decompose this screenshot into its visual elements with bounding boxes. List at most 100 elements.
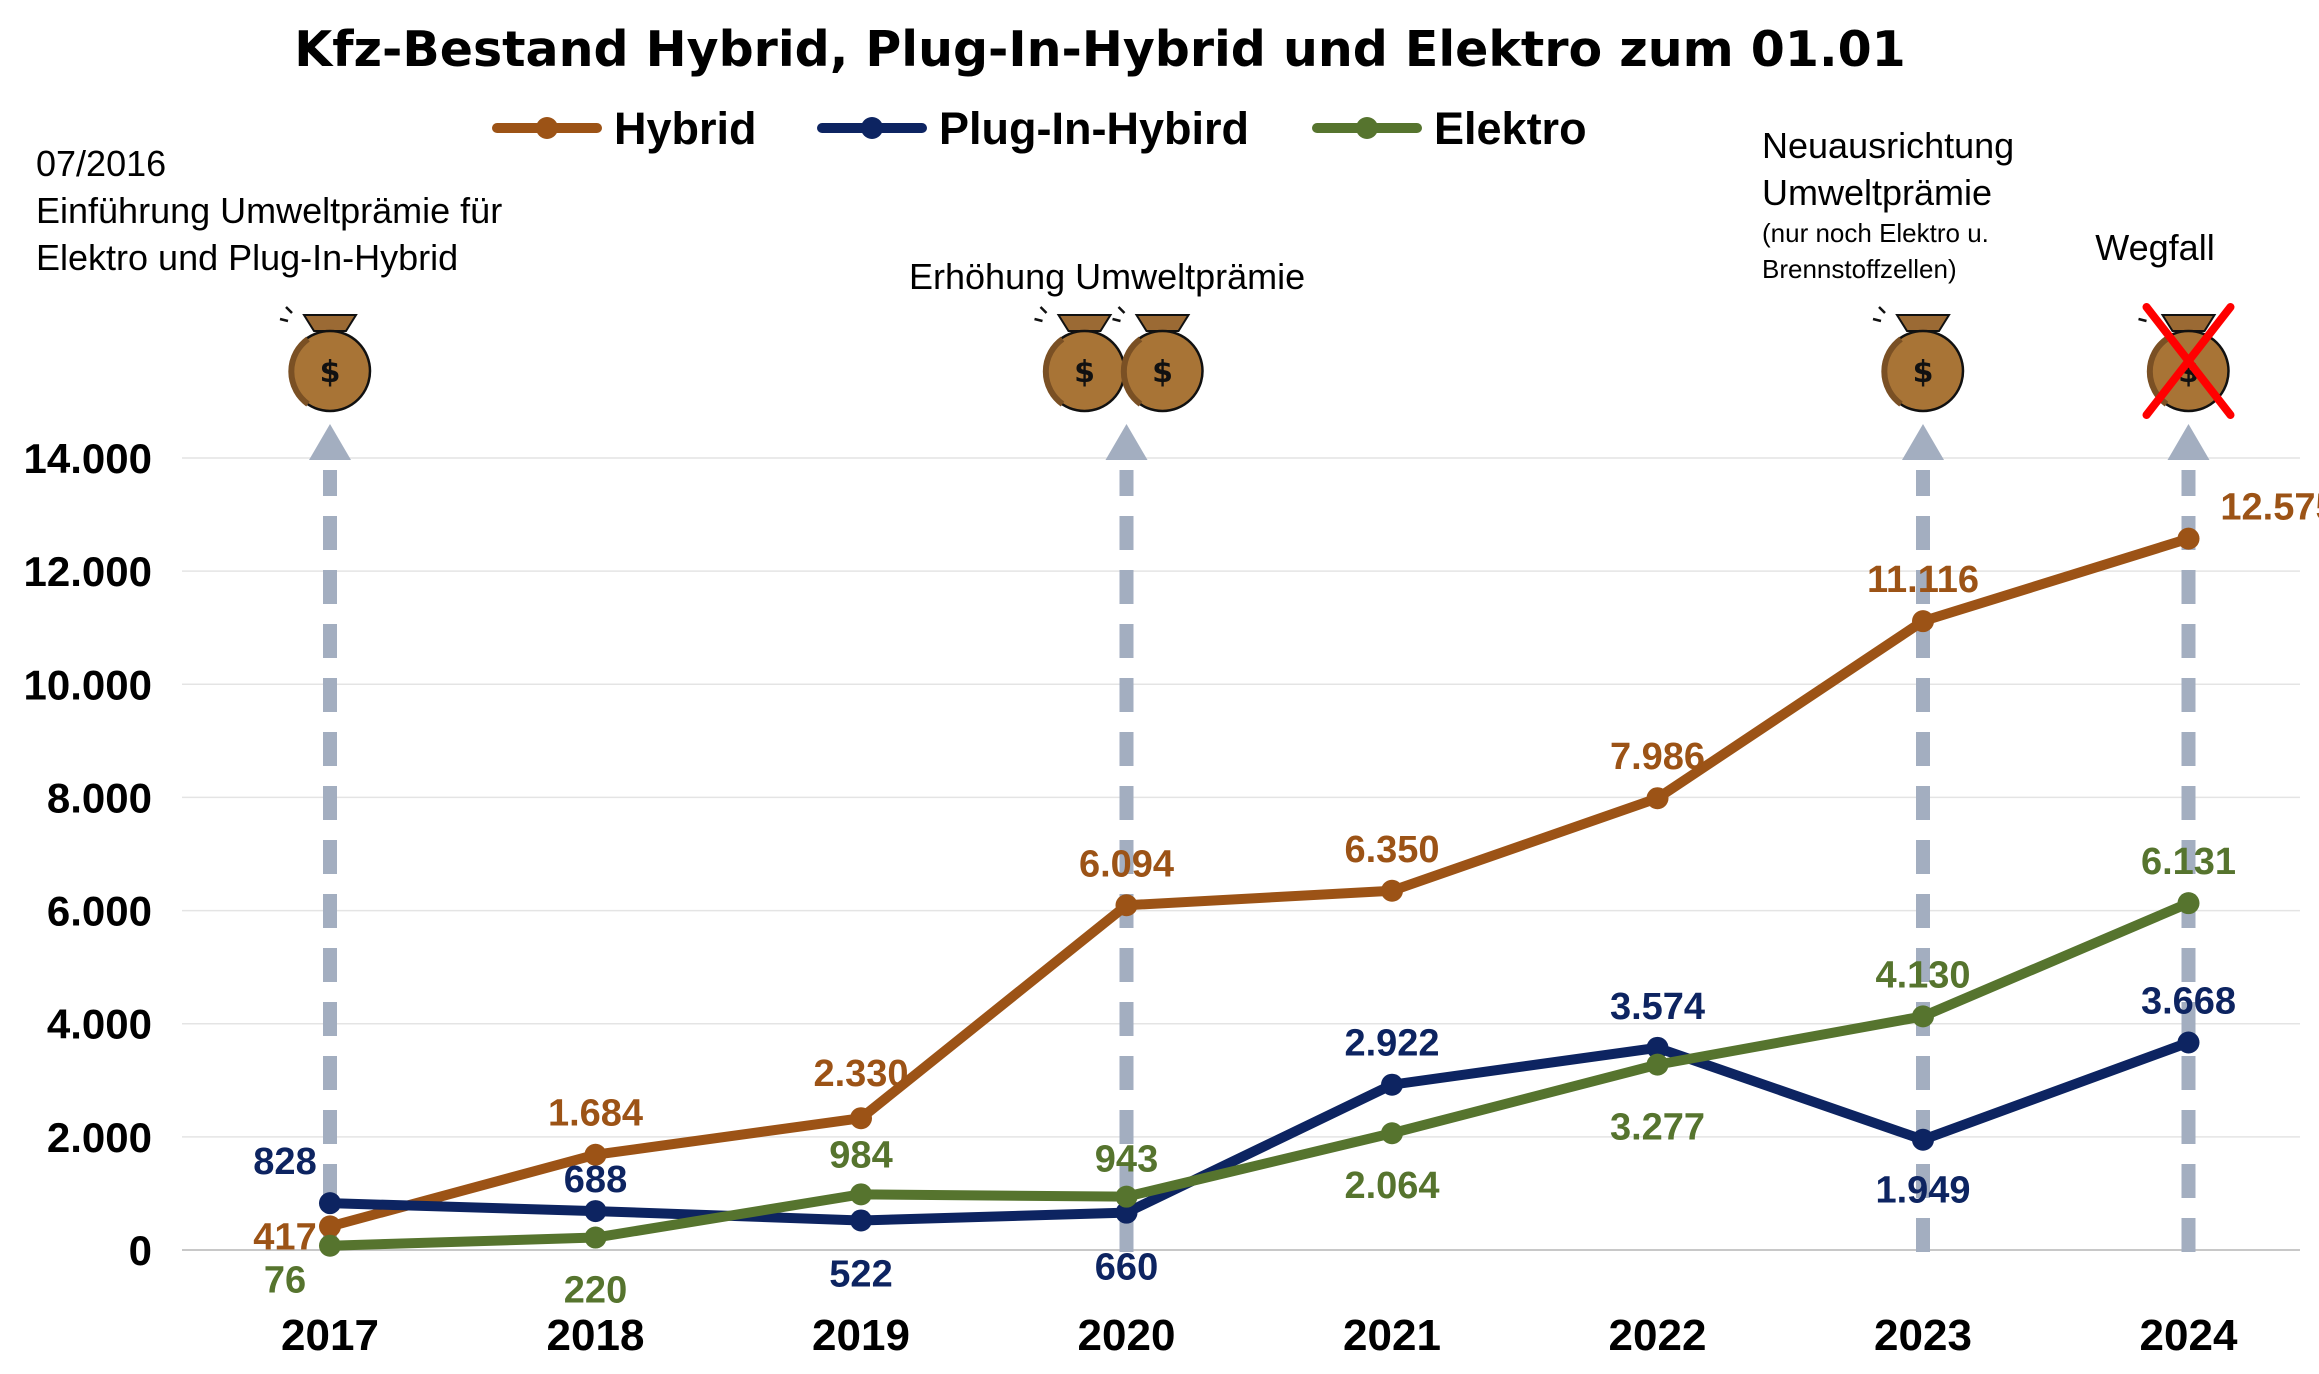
data-point — [850, 1183, 872, 1206]
data-labels: 417 1.684 2.330 6.094 6.350 7.986 11.116 12.575… — [253, 487, 2319, 1312]
legend-item: Elektro — [1312, 103, 1587, 154]
legend-marker — [1356, 117, 1378, 139]
bag-neck — [302, 314, 358, 332]
data-label: 688 — [564, 1159, 627, 1201]
legend-label: Plug-In-Hybird — [939, 103, 1249, 154]
red-x-icon — [2142, 303, 2235, 419]
data-point — [1912, 610, 1934, 633]
x-tick-label: 2021 — [1343, 1311, 1441, 1360]
data-point — [1381, 1122, 1403, 1145]
y-tick-label: 10.000 — [24, 661, 152, 708]
data-label: 3.668 — [2141, 980, 2236, 1022]
series-line-plug-in-hybird — [325, 1037, 2194, 1226]
data-point — [850, 1107, 872, 1130]
bag-shade — [1881, 336, 1903, 407]
dollar-sign: $ — [1152, 355, 1173, 390]
bag-sparkle — [1112, 306, 1126, 323]
annotation-text: Wegfall — [2095, 227, 2214, 268]
data-label: 4.130 — [1875, 954, 1970, 996]
data-label: 12.575 — [2220, 487, 2319, 529]
data-point — [319, 1215, 341, 1238]
data-label: 7.986 — [1610, 736, 1705, 778]
bag-shade — [1120, 336, 1143, 407]
data-point — [319, 1234, 341, 1257]
data-point — [1381, 1073, 1403, 1096]
data-label: 2.064 — [1344, 1165, 1439, 1207]
legend: Hybrid Plug-In-Hybird Elektro — [492, 103, 1587, 154]
data-label: 943 — [1095, 1139, 1158, 1181]
bag-sparkle — [1872, 306, 1886, 323]
annotations: 07/2016 Einführung Umweltprämie für Elektr… — [36, 125, 2235, 419]
annotation-arrow — [309, 424, 351, 1252]
data-label: 220 — [564, 1270, 627, 1312]
annotation-text: 07/2016 Einführung Umweltprämie für Elektr… — [36, 143, 502, 278]
x-tick-label: 2019 — [812, 1311, 910, 1360]
y-tick-label: 14.000 — [24, 435, 152, 482]
data-label: 3.277 — [1610, 1107, 1705, 1149]
x-tick-label: 2023 — [1874, 1311, 1972, 1360]
annotation-arrow — [1105, 424, 1148, 1252]
arrow-head — [1105, 424, 1148, 460]
annotation-arrow — [2167, 424, 2210, 1252]
data-point — [1646, 787, 1669, 810]
data-label: 2.922 — [1344, 1023, 1439, 1065]
data-point — [1912, 1128, 1934, 1151]
money-bag-icon: $ — [1872, 306, 1965, 413]
cross-stroke — [2142, 303, 2235, 419]
series-line-hybrid — [325, 533, 2194, 1232]
data-label: 2.330 — [813, 1053, 908, 1095]
data-point — [319, 1192, 341, 1215]
data-label: 76 — [264, 1260, 306, 1302]
data-point — [1381, 879, 1403, 902]
legend-marker — [536, 117, 558, 139]
y-tick-label: 6.000 — [47, 888, 152, 935]
annotation-line: Neuausrichtung — [1762, 125, 2014, 166]
annotation-line: Elektro und Plug-In-Hybrid — [36, 237, 458, 278]
x-axis: 2017 2018 2019 2020 2021 2022 2023 2024 — [281, 1311, 2238, 1360]
bag-neck — [1895, 314, 1951, 332]
money-bag-icon: $ — [1112, 306, 1204, 413]
annotation-line: Wegfall — [2095, 227, 2214, 268]
bag-neck — [1056, 314, 1113, 332]
bag-sparkle — [279, 306, 293, 323]
money-bag-icon: $ — [279, 306, 372, 413]
data-point — [584, 1226, 607, 1249]
bag-shade — [288, 336, 310, 407]
legend-item: Hybrid — [492, 103, 757, 154]
data-point — [1912, 1005, 1934, 1028]
data-point — [584, 1143, 607, 1166]
legend-marker — [861, 117, 883, 139]
annotation-arrows — [309, 424, 2210, 1252]
y-tick-label: 4.000 — [47, 1001, 152, 1048]
data-point — [2177, 892, 2200, 915]
y-tick-label: 0 — [129, 1227, 152, 1274]
bag-sparkle — [1034, 306, 1048, 323]
x-tick-label: 2017 — [281, 1311, 379, 1360]
annotation-text: Erhöhung Umweltprämie — [909, 256, 1305, 297]
annotation-small-line: (nur noch Elektro u. — [1762, 218, 1989, 248]
data-label: 522 — [829, 1253, 892, 1295]
y-tick-label: 8.000 — [47, 774, 152, 821]
data-point — [1646, 1036, 1669, 1059]
data-point — [584, 1200, 607, 1223]
series-lines — [325, 533, 2194, 1251]
data-label: 6.350 — [1344, 829, 1439, 871]
series-points — [319, 527, 2200, 1257]
data-label: 828 — [253, 1141, 316, 1183]
dollar-sign: $ — [1074, 355, 1095, 390]
annotation-text: Neuausrichtung Umweltprämie (nur noch Elek… — [1762, 125, 2014, 284]
data-label: 11.116 — [1867, 559, 1979, 601]
bag-shade — [1042, 336, 1065, 407]
arrow-head — [309, 424, 351, 460]
data-label: 6.131 — [2141, 841, 2236, 883]
x-tick-label: 2020 — [1078, 1311, 1176, 1360]
annotation-line: 07/2016 — [36, 143, 166, 184]
series-line-elektro — [325, 898, 2194, 1251]
annotation-line: Umweltprämie — [1762, 172, 1992, 213]
data-point — [1115, 1185, 1138, 1208]
data-point — [1115, 1201, 1138, 1224]
annotation-small-line: Brennstoffzellen) — [1762, 254, 1957, 284]
arrow-head — [2167, 424, 2210, 460]
data-label: 6.094 — [1079, 843, 1174, 885]
